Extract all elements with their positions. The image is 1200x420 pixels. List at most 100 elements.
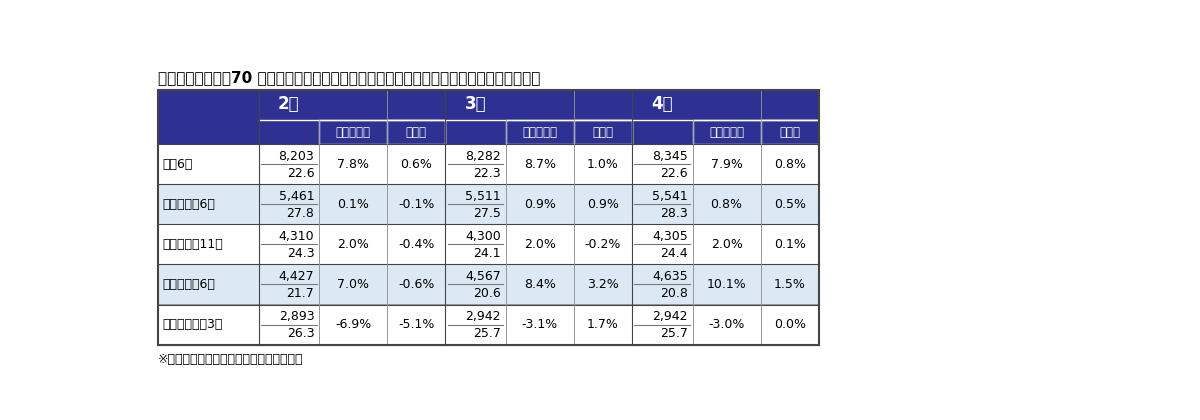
Bar	[388, 224, 445, 265]
Bar	[319, 144, 388, 184]
Bar	[574, 304, 632, 344]
Bar	[761, 144, 818, 184]
Bar	[445, 184, 505, 224]
Bar	[157, 265, 258, 304]
Bar	[505, 304, 574, 344]
Text: 1.7%: 1.7%	[587, 318, 619, 331]
Text: -0.4%: -0.4%	[398, 238, 434, 251]
Text: 5,511: 5,511	[466, 190, 502, 203]
Text: 24.4: 24.4	[660, 247, 688, 260]
Text: 前年同月比: 前年同月比	[709, 126, 744, 139]
Bar	[388, 184, 445, 224]
Text: 5,541: 5,541	[652, 190, 688, 203]
Bar	[445, 304, 505, 344]
Text: -0.6%: -0.6%	[398, 278, 434, 291]
Bar	[574, 184, 632, 224]
Text: 0.0%: 0.0%	[774, 318, 805, 331]
Text: 8,203: 8,203	[278, 150, 314, 163]
Bar	[258, 265, 319, 304]
Bar	[692, 144, 761, 184]
Bar	[761, 265, 818, 304]
Text: -6.9%: -6.9%	[335, 318, 371, 331]
Text: 20.8: 20.8	[660, 287, 688, 300]
Text: 8.7%: 8.7%	[524, 158, 556, 171]
Text: 4,635: 4,635	[653, 270, 688, 284]
Bar	[574, 224, 632, 265]
Bar	[761, 224, 818, 265]
Bar	[632, 224, 692, 265]
Text: 8,345: 8,345	[652, 150, 688, 163]
Bar	[574, 144, 632, 184]
Text: 0.1%: 0.1%	[337, 198, 368, 211]
Bar	[692, 120, 818, 144]
Bar	[319, 304, 388, 344]
Text: 7.0%: 7.0%	[337, 278, 370, 291]
Bar	[505, 144, 574, 184]
Bar	[505, 120, 574, 144]
Bar	[692, 184, 761, 224]
Text: 1.5%: 1.5%	[774, 278, 805, 291]
Text: 8.4%: 8.4%	[524, 278, 556, 291]
Bar	[692, 120, 761, 144]
Text: 名古屋市中心3区: 名古屋市中心3区	[162, 318, 223, 331]
Bar	[761, 120, 818, 144]
Bar	[319, 184, 388, 224]
Bar	[258, 120, 319, 144]
Text: 2月: 2月	[278, 94, 300, 113]
Text: 10.1%: 10.1%	[707, 278, 746, 291]
Text: 24.1: 24.1	[474, 247, 502, 260]
Bar	[258, 144, 319, 184]
Text: 都心6区: 都心6区	[162, 158, 193, 171]
Bar	[157, 90, 258, 144]
Bar	[445, 224, 505, 265]
Text: 0.5%: 0.5%	[774, 198, 805, 211]
Bar	[692, 224, 761, 265]
Text: 前月比: 前月比	[593, 126, 613, 139]
Text: 0.9%: 0.9%	[587, 198, 619, 211]
Text: 27.8: 27.8	[287, 207, 314, 220]
Text: 0.9%: 0.9%	[524, 198, 556, 211]
Bar	[319, 120, 445, 144]
Bar	[505, 265, 574, 304]
Text: ※上段は価格（単位：万円）、下段は築年: ※上段は価格（単位：万円）、下段は築年	[157, 354, 304, 366]
Text: 前月比: 前月比	[406, 126, 427, 139]
Bar	[574, 120, 632, 144]
Bar	[632, 120, 692, 144]
Text: 4,427: 4,427	[278, 270, 314, 284]
Bar	[388, 144, 445, 184]
Bar	[258, 304, 319, 344]
Text: 4,300: 4,300	[466, 230, 502, 243]
Text: 4,567: 4,567	[466, 270, 502, 284]
Bar	[574, 265, 632, 304]
Bar	[388, 304, 445, 344]
Text: 前年同月比: 前年同月比	[336, 126, 371, 139]
Text: 2.0%: 2.0%	[710, 238, 743, 251]
Bar	[157, 304, 258, 344]
Bar	[632, 90, 818, 120]
Text: 3月: 3月	[464, 94, 486, 113]
Text: 20.6: 20.6	[473, 287, 502, 300]
Text: -0.1%: -0.1%	[398, 198, 434, 211]
Text: -3.0%: -3.0%	[708, 318, 745, 331]
Text: 8,282: 8,282	[466, 150, 502, 163]
Text: -5.1%: -5.1%	[398, 318, 434, 331]
Bar	[692, 265, 761, 304]
Text: 前月比: 前月比	[779, 126, 800, 139]
Text: 各都市圏中心部　70 ㎡あたりの中古マンション価格　　（図中の数値は１・７月の価格）: 各都市圏中心部 70 ㎡あたりの中古マンション価格 （図中の数値は１・７月の価格…	[157, 71, 540, 86]
Bar	[574, 120, 632, 144]
Text: 城北・城東11区: 城北・城東11区	[162, 238, 223, 251]
Bar	[445, 265, 505, 304]
Bar	[632, 304, 692, 344]
Bar	[157, 144, 258, 184]
Text: 22.6: 22.6	[287, 167, 314, 180]
Text: 27.5: 27.5	[473, 207, 502, 220]
Bar	[258, 90, 445, 120]
Text: 2,942: 2,942	[653, 310, 688, 323]
Text: 0.1%: 0.1%	[774, 238, 805, 251]
Bar	[761, 120, 818, 144]
Bar	[388, 265, 445, 304]
Text: 2,893: 2,893	[278, 310, 314, 323]
Bar	[388, 120, 445, 144]
Text: 城南・城西6区: 城南・城西6区	[162, 198, 215, 211]
Text: -3.1%: -3.1%	[522, 318, 558, 331]
